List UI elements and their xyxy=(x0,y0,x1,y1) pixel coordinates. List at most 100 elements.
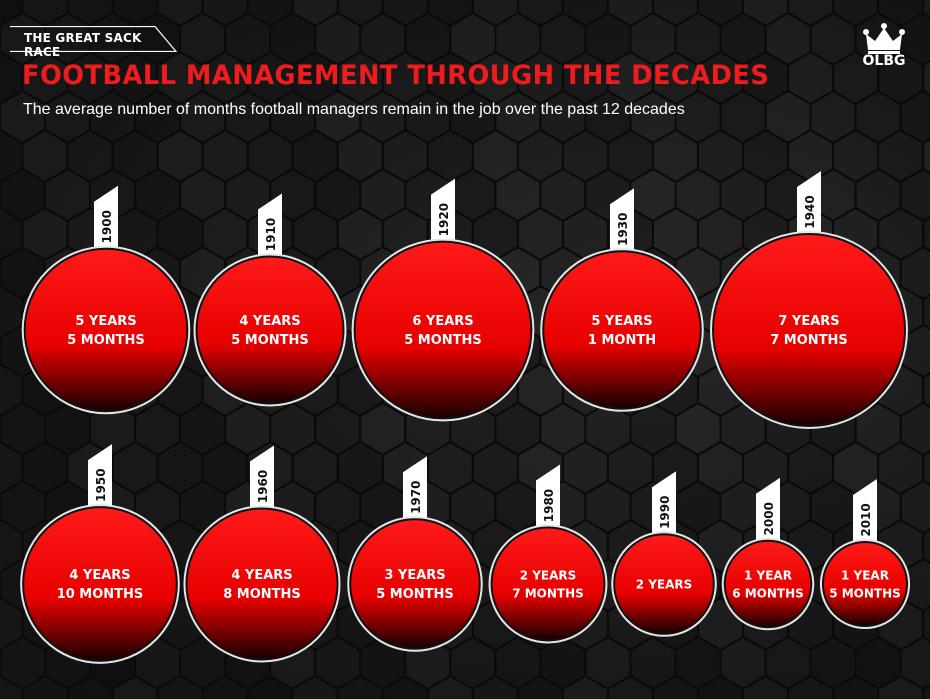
decade-banner xyxy=(88,444,112,515)
bubble xyxy=(492,528,604,640)
bubble-group-1960: 1960 4 YEARS 8 MONTHS xyxy=(183,445,341,663)
tag-text: THE GREAT SACK RACE xyxy=(24,31,142,59)
hexagon-tile xyxy=(291,674,339,699)
decade-banner xyxy=(403,456,427,527)
bubble-value-label: 5 MONTHS xyxy=(404,333,482,348)
decade-label: 1970 xyxy=(409,481,423,514)
bubble-value-label: 5 YEARS xyxy=(591,314,652,329)
decade-banner xyxy=(94,185,118,256)
hexagon-tile xyxy=(561,674,609,699)
bubble-value-label: 7 MONTHS xyxy=(770,333,848,348)
logo-text: OLBG xyxy=(862,53,906,69)
bubble xyxy=(24,508,176,660)
bubble-value-label: 7 YEARS xyxy=(778,314,839,329)
bubble-group-1990: 1990 2 YEARS xyxy=(611,471,717,637)
bubble-group-2010: 2010 1 YEAR 5 MONTHS xyxy=(819,478,911,630)
bubble-value-label: 5 YEARS xyxy=(75,314,136,329)
hexagon-tile xyxy=(606,674,654,699)
decade-banner xyxy=(756,477,780,548)
hexagon-tile xyxy=(156,674,204,699)
hexagon-tile xyxy=(471,674,519,699)
hexagon-tile xyxy=(66,674,114,699)
bubble xyxy=(615,535,713,633)
hexagon-tile xyxy=(426,674,474,699)
decade-banner xyxy=(431,178,455,249)
hexagon-tile xyxy=(652,674,699,699)
bubble-value-label: 1 MONTH xyxy=(588,333,656,348)
hexagon-tile xyxy=(246,674,294,699)
bubble xyxy=(25,249,187,411)
bubble xyxy=(714,235,904,425)
bubble-value-label: 4 YEARS xyxy=(239,314,300,329)
hexagon-tile xyxy=(832,674,880,699)
bubble-value-label: 2 YEARS xyxy=(520,568,577,582)
decade-banner xyxy=(610,188,634,259)
hexagon-tile xyxy=(201,674,249,699)
bubble-group-1970: 1970 3 YEARS 5 MONTHS xyxy=(347,456,483,652)
bubble-group-1930: 1930 5 YEARS 1 MONTH xyxy=(540,188,704,412)
bubble-value-label: 2 YEARS xyxy=(636,577,693,591)
hexagon-tile xyxy=(111,674,159,699)
section-tag: THE GREAT SACK RACE xyxy=(10,26,178,59)
decade-label: 2010 xyxy=(859,503,873,536)
decade-banner xyxy=(536,464,560,535)
bubble-value-label: 8 MONTHS xyxy=(223,587,301,602)
decade-banner xyxy=(853,478,877,549)
bubble-group-1900: 1900 5 YEARS 5 MONTHS xyxy=(21,185,191,415)
decade-label: 1920 xyxy=(437,203,451,236)
decade-banner xyxy=(258,193,282,264)
hexagon-tile xyxy=(742,674,790,699)
page-subtitle: The average number of months football ma… xyxy=(23,101,685,118)
bubble-value-label: 7 MONTHS xyxy=(512,586,584,600)
bubble-value-label: 6 YEARS xyxy=(412,314,473,329)
bubble xyxy=(351,520,479,648)
bubble-value-label: 6 MONTHS xyxy=(732,586,804,600)
page-title: FOOTBALL MANAGEMENT THROUGH THE DECADES xyxy=(22,60,770,91)
tag-outline xyxy=(10,26,178,52)
bubble xyxy=(355,242,531,418)
decade-label: 1900 xyxy=(100,210,114,243)
bubble-group-1920: 1920 6 YEARS 5 MONTHS xyxy=(351,178,535,422)
bubble-value-label: 3 YEARS xyxy=(384,568,445,583)
hexagon-tile xyxy=(381,674,429,699)
bubble-value-label: 4 YEARS xyxy=(231,568,292,583)
hexagon-tile xyxy=(787,674,835,699)
bubble-value-label: 4 YEARS xyxy=(69,568,130,583)
bubble xyxy=(197,257,343,403)
olbg-logo: OLBG xyxy=(858,22,910,74)
decade-banner xyxy=(250,445,274,516)
decade-label: 1910 xyxy=(264,218,278,251)
hexagon-tile xyxy=(697,674,744,699)
hexagon-tile xyxy=(0,674,24,699)
bubble-group-1940: 1940 7 YEARS 7 MONTHS xyxy=(710,171,908,429)
hexagon-tile xyxy=(336,674,384,699)
decade-label: 1980 xyxy=(542,489,556,522)
bubble xyxy=(823,542,907,626)
hexagon-tile xyxy=(516,674,564,699)
bubble xyxy=(187,509,337,659)
bubble-value-label: 5 MONTHS xyxy=(376,587,454,602)
bubble-group-1910: 1910 4 YEARS 5 MONTHS xyxy=(193,193,347,407)
bubble-value-label: 5 MONTHS xyxy=(829,586,901,600)
bubble-value-label: 5 MONTHS xyxy=(67,333,145,348)
decade-banner xyxy=(652,471,676,542)
decade-label: 1990 xyxy=(658,496,672,529)
bubble xyxy=(544,252,700,408)
decade-label: 1950 xyxy=(94,468,108,501)
bubble-group-1980: 1980 2 YEARS 7 MONTHS xyxy=(488,464,608,644)
decade-label: 1930 xyxy=(616,213,630,246)
bubble-group-1950: 1950 4 YEARS 10 MONTHS xyxy=(20,444,180,664)
hexagon-tile xyxy=(21,674,69,699)
bubble-value-label: 10 MONTHS xyxy=(57,587,144,602)
decade-label: 1940 xyxy=(803,195,817,228)
bubble-value-label: 5 MONTHS xyxy=(231,333,309,348)
crown-icon xyxy=(863,23,905,54)
hexagon-tile xyxy=(922,683,930,699)
decade-label: 1960 xyxy=(256,470,270,503)
decade-label: 2000 xyxy=(762,502,776,535)
decade-banner xyxy=(797,171,821,241)
bubble-value-label: 1 YEAR xyxy=(841,568,889,582)
hexagon-tile xyxy=(877,674,925,699)
bubble xyxy=(725,541,811,627)
